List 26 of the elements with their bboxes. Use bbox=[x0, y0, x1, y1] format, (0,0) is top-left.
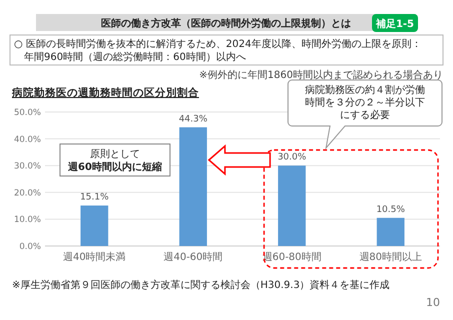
data-label: 30.0% bbox=[278, 152, 307, 163]
text: 補足1-5 bbox=[374, 18, 414, 30]
y-tick-label: 10.0% bbox=[14, 215, 41, 226]
y-tick-label: 0.0% bbox=[19, 242, 41, 252]
bar bbox=[80, 206, 108, 246]
chart-title: 病院勤務医の週勤務時間の区分別割合 bbox=[11, 86, 199, 99]
y-tick-label: 20.0% bbox=[14, 188, 41, 198]
x-tick-label: 週40-60時間 bbox=[164, 251, 223, 263]
y-tick-label: 30.0% bbox=[14, 162, 41, 172]
text: 10 bbox=[426, 296, 440, 309]
bar bbox=[376, 218, 404, 246]
text: ※厚生労働省第９回医師の働き方改革に関する検討会（H30.9.3）資料４を基に作成 bbox=[12, 279, 390, 291]
y-tick-label: 40.0% bbox=[14, 134, 41, 145]
y-tick-label: 50.0% bbox=[14, 108, 41, 118]
data-label: 15.1% bbox=[80, 192, 110, 203]
data-label: 44.3% bbox=[178, 114, 208, 124]
text: 医師の働き方改革（医師の時間外労働の上限規制）とは bbox=[101, 18, 351, 30]
bar bbox=[179, 127, 207, 246]
data-label: 10.5% bbox=[376, 204, 406, 215]
x-tick-label: 週80時間以上 bbox=[359, 251, 422, 263]
annotation: 原則として週60時間以内に短縮 bbox=[67, 149, 162, 173]
x-tick-label: 週40時間未満 bbox=[63, 251, 126, 263]
text: ※例外的に年間1860時間以内まで認められる場合あり bbox=[199, 69, 443, 81]
annotation: 病院勤務医の約４割が労働時間を３分の２～半分以下にする必要 bbox=[305, 84, 425, 121]
bar bbox=[278, 166, 306, 246]
text: ○ 医師の長時間労働を抜本的に解消するため、2024年度以降、時間外労働の上限を原則：年間960時間（週の総労働時間：60時間）以内へ bbox=[14, 38, 422, 63]
